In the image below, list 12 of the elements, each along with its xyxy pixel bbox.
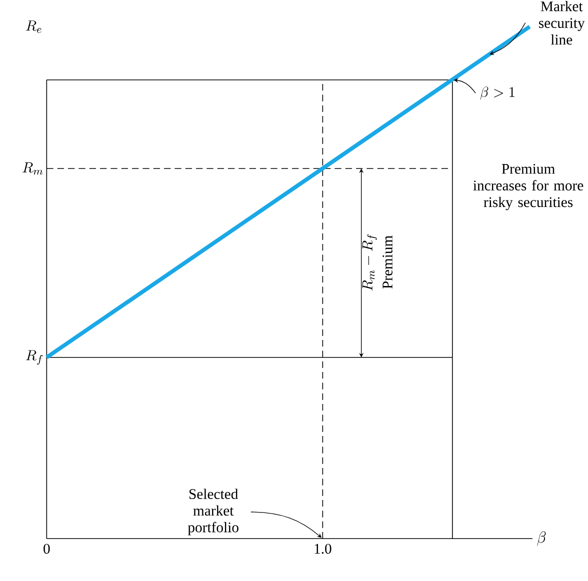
y-axis-title: $R_e$	[26, 20, 42, 33]
x-tick-label: 1.0	[314, 544, 332, 554]
annotation: $\beta > 1$	[480, 86, 514, 100]
annotation: Premium increases for more risky securities	[473, 164, 584, 210]
annotation: Premium	[382, 235, 392, 288]
x-axis-title: $\beta$	[537, 531, 546, 546]
ref-line-label: $R_f$	[26, 350, 43, 365]
annotation: Selected market portfolio	[188, 488, 238, 536]
x-tick-label: 0	[44, 544, 50, 554]
annotation: $R_m - R_f$	[362, 234, 377, 290]
ref-line-label: $R_m$	[22, 162, 43, 175]
annotation: Market security line	[539, 0, 585, 44]
